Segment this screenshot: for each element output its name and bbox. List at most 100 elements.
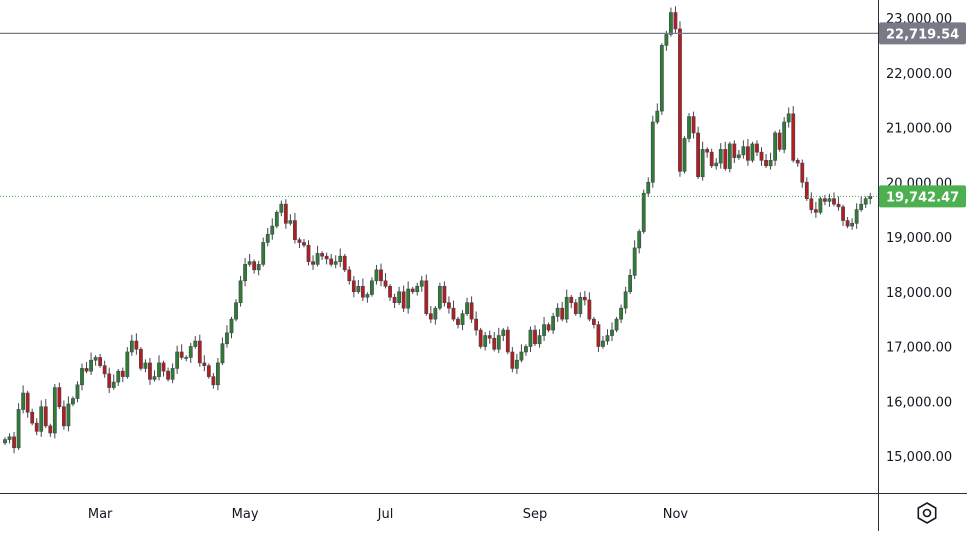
candle-body	[664, 34, 669, 46]
candle-body	[519, 351, 524, 361]
candle-body	[57, 387, 62, 408]
candle	[216, 357, 220, 391]
candle-body	[379, 269, 383, 282]
candle	[52, 384, 57, 439]
candle-body	[238, 280, 243, 303]
badges-layer: 22,719.54 19,742.47	[879, 22, 966, 208]
candle-body	[129, 340, 134, 353]
candle	[43, 399, 48, 429]
candle	[329, 253, 334, 267]
candle	[374, 264, 379, 285]
candle	[388, 284, 392, 302]
candle	[351, 275, 356, 298]
candle	[370, 277, 374, 297]
candle	[755, 140, 759, 156]
candle-body	[487, 335, 492, 339]
x-tick-label: May	[232, 507, 259, 522]
candle-body	[841, 206, 845, 221]
candle	[691, 111, 696, 139]
chart-settings-button[interactable]	[912, 499, 942, 527]
candle	[496, 327, 501, 354]
candle	[782, 117, 787, 154]
candle-body	[736, 154, 741, 158]
candle-body	[134, 340, 139, 350]
candle-body	[247, 261, 252, 265]
candle-body	[34, 422, 39, 432]
candle	[682, 136, 687, 174]
candle	[836, 196, 841, 211]
x-tick-label: Mar	[88, 507, 113, 522]
candle	[21, 385, 26, 414]
candle	[623, 286, 628, 314]
candle	[732, 140, 737, 164]
candle	[854, 203, 859, 229]
candle	[302, 238, 306, 248]
candle	[102, 360, 107, 378]
candle	[433, 305, 438, 325]
candle-body	[392, 296, 397, 304]
candle-body	[478, 329, 483, 347]
candle	[342, 253, 347, 273]
candle-body	[578, 296, 583, 314]
candle	[338, 248, 343, 268]
candle-body	[641, 192, 646, 232]
candle	[111, 374, 116, 390]
candle	[410, 286, 415, 294]
candle	[66, 396, 71, 432]
candle-body	[383, 280, 388, 287]
candle-body	[773, 132, 778, 161]
candle-body	[261, 242, 266, 265]
candle	[804, 177, 809, 201]
candle	[591, 316, 596, 329]
candle	[270, 218, 275, 240]
candle	[428, 305, 433, 323]
candle-body	[80, 368, 84, 386]
candle-body	[293, 220, 297, 241]
candle-body	[148, 362, 152, 380]
candle	[401, 285, 406, 313]
candle-body	[587, 299, 592, 320]
y-tick-label: 17,000.00	[886, 341, 952, 356]
candle	[750, 141, 755, 163]
candle	[791, 106, 796, 163]
candle-body	[338, 255, 343, 262]
candle	[727, 141, 732, 173]
candle-body	[216, 362, 220, 386]
candle	[542, 316, 546, 342]
candle-body	[469, 302, 474, 320]
candle-body	[546, 324, 551, 331]
candle-body	[424, 280, 429, 314]
candle	[297, 237, 302, 248]
candle	[274, 210, 279, 229]
candle	[551, 312, 556, 334]
candle	[383, 273, 388, 289]
candle	[437, 282, 442, 311]
candle	[356, 279, 361, 294]
candle-body	[827, 198, 832, 202]
candle	[333, 255, 338, 269]
candle	[419, 275, 424, 292]
candle	[669, 7, 673, 37]
candle	[637, 229, 642, 254]
candle	[650, 115, 655, 188]
candle	[582, 290, 587, 306]
candle	[134, 333, 139, 355]
candle-body	[111, 381, 116, 388]
candle-body	[279, 203, 284, 213]
candle	[161, 360, 166, 377]
candle	[646, 177, 651, 198]
candle-body	[170, 368, 175, 380]
candle	[71, 396, 75, 407]
candle-body	[483, 335, 488, 347]
candle	[714, 158, 719, 170]
candle-body	[800, 162, 805, 183]
candle-body	[102, 365, 107, 375]
candle-body	[628, 275, 633, 293]
candle	[850, 218, 855, 230]
candle-body	[823, 198, 827, 202]
candle-body	[655, 110, 660, 123]
candle-body	[859, 203, 864, 210]
candle	[723, 141, 728, 171]
